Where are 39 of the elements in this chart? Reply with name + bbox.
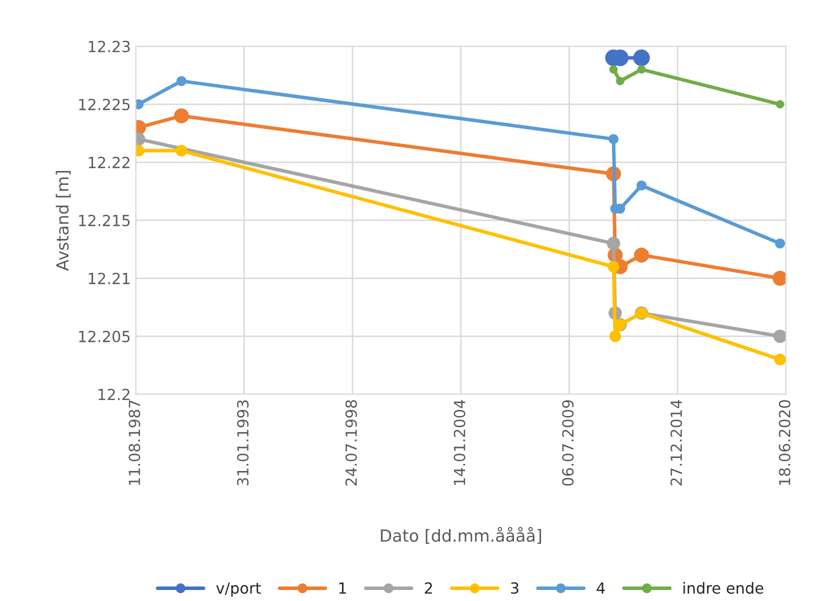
point — [616, 76, 624, 86]
x-tick-label: 24.07.1998 — [345, 400, 357, 486]
x-tick-label: 27.12.2014 — [670, 400, 682, 486]
point — [608, 260, 620, 272]
point — [636, 180, 647, 190]
point — [174, 108, 189, 124]
point — [608, 134, 619, 144]
y-tick-label: 12.225 — [79, 98, 130, 110]
y-tick-label: 12.21 — [88, 272, 130, 284]
y-tick-label: 12.23 — [88, 40, 130, 52]
legend-label: 3 — [511, 582, 518, 594]
x-tick-label: 06.07.2009 — [562, 400, 574, 486]
point — [176, 144, 188, 157]
point — [633, 50, 650, 66]
legend-label: 2 — [424, 582, 432, 594]
x-tick-label: 14.01.2004 — [454, 400, 466, 485]
x-tick-label: 11.08.1987 — [128, 400, 140, 485]
legend-label: 4 — [596, 582, 605, 594]
y-tick-label: 12.2 — [98, 388, 130, 400]
point — [609, 65, 618, 74]
y-tick-label: 12.205 — [79, 330, 130, 342]
legend-label: indre ende — [684, 582, 764, 594]
point — [776, 100, 784, 108]
x-tick-label: 31.01.1993 — [237, 400, 249, 486]
y-tick-label: 12.22 — [88, 156, 130, 168]
legend-label: v/port — [216, 582, 261, 597]
point — [176, 76, 186, 86]
point — [774, 354, 786, 366]
point — [637, 65, 646, 74]
y-tick-label: 12.215 — [79, 214, 130, 226]
legend-label: 1 — [339, 582, 346, 594]
point — [634, 248, 650, 263]
point — [606, 236, 620, 250]
y-axis-title: Avstand [m] — [56, 171, 71, 271]
x-axis-title: Dato [dd.mm.åååå] — [380, 526, 542, 544]
point — [775, 238, 786, 248]
point — [609, 330, 622, 342]
point — [773, 330, 786, 343]
x-tick-label: 18.06.2020 — [778, 400, 790, 485]
